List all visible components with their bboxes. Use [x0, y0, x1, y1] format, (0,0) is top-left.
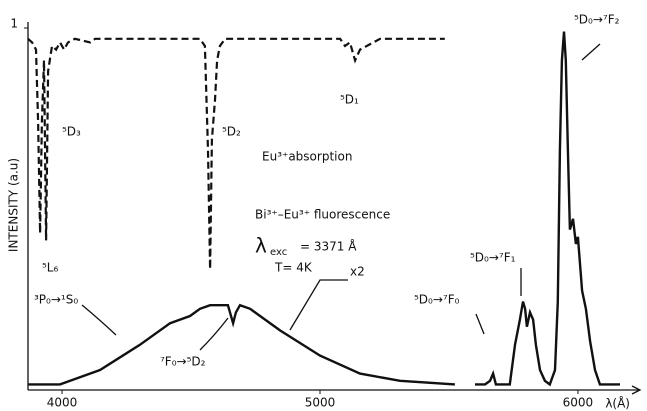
annotation: = 3371 Å [300, 239, 357, 254]
annotation: ³P₀→¹S₀ [34, 293, 78, 307]
x-tick-label: 6000 [563, 396, 594, 410]
annotation: ⁷F₀→⁵D₂ [160, 355, 206, 369]
annotation: ⁵D₂ [222, 125, 241, 139]
fluorescence-line [28, 31, 620, 387]
annotation: Bi³⁺–Eu³⁺ fluorescence [255, 208, 390, 222]
annotation: ⁵L₆ [42, 261, 58, 275]
arrow [581, 43, 601, 61]
x-tick-label: 5000 [305, 396, 336, 410]
annotation: x2 [350, 265, 365, 279]
annotation: exc [270, 247, 287, 258]
x-tick-label: 4000 [47, 396, 78, 410]
annotation: ⁵D₀→⁷F₂ [574, 13, 620, 27]
arrow [289, 279, 348, 331]
annotation: Eu³⁺absorption [262, 150, 352, 164]
y-axis-label: INTENSITY (a.u) [7, 158, 21, 252]
annotation: λ [255, 234, 267, 258]
annotation: T= 4K [274, 261, 313, 275]
x-axis-label: λ(Å) [605, 396, 630, 411]
annotation: ⁵D₃ [62, 125, 81, 139]
x-axis-arrow [631, 385, 642, 395]
annotation: ⁵D₁ [340, 93, 359, 107]
annotation-arrows [81, 43, 601, 351]
absorption-line [27, 37, 445, 270]
arrow [81, 304, 117, 336]
annotation: ⁵D₀→⁷F₀ [414, 293, 460, 307]
y-tick-label: 1 [10, 17, 18, 31]
arrow [475, 313, 485, 335]
annotation: ⁵D₀→⁷F₁ [470, 251, 516, 265]
arrow [199, 317, 229, 351]
